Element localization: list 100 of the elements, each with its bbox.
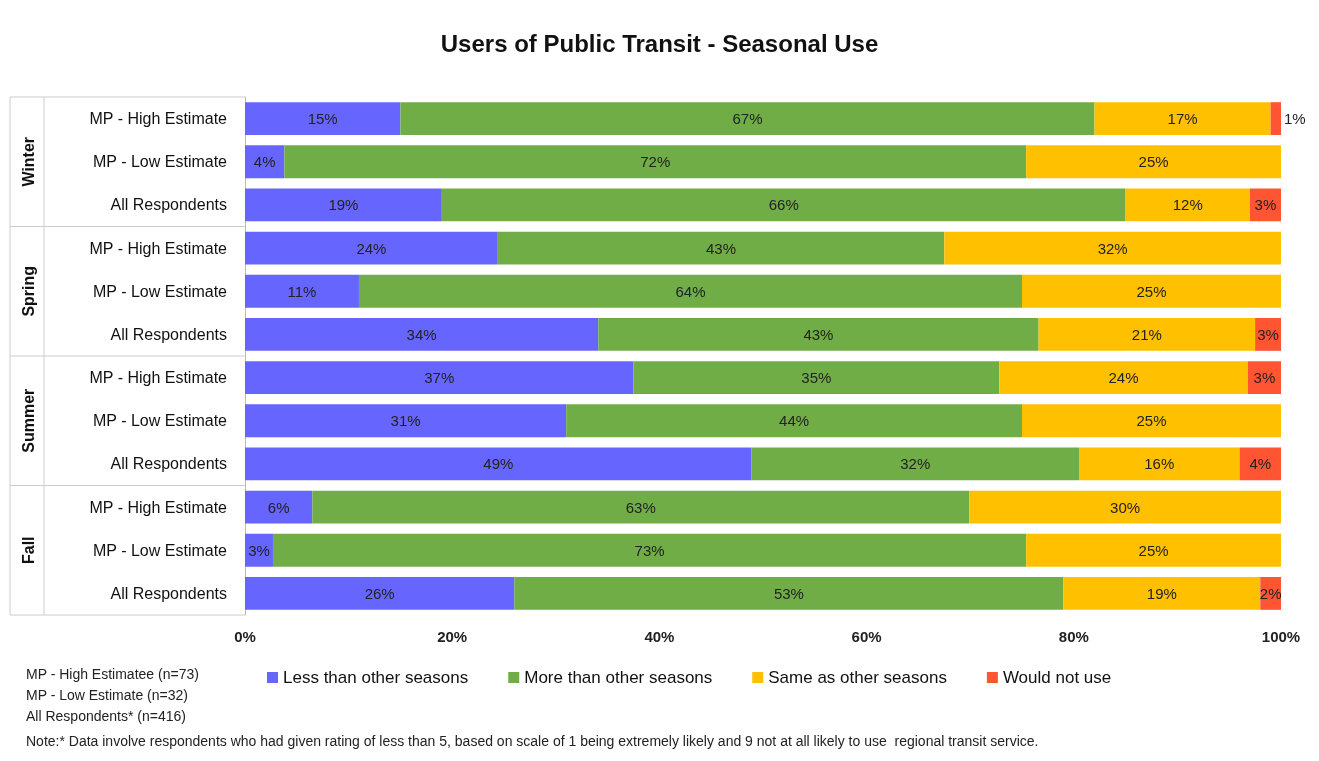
data-label: 25% <box>1136 412 1167 430</box>
y-tick-label: MP - Low Estimate <box>93 282 228 300</box>
data-label: 3% <box>1253 369 1276 387</box>
y-tick-label: MP - Low Estimate <box>93 541 228 559</box>
data-label: 15% <box>307 110 338 128</box>
data-label: 53% <box>773 584 804 602</box>
data-label: 4% <box>1249 455 1272 473</box>
data-label: 19% <box>328 196 359 214</box>
y-tick-label: All Respondents <box>110 196 227 214</box>
bar <box>514 577 1064 610</box>
bar <box>245 231 498 265</box>
bar <box>1026 145 1281 179</box>
bar <box>400 102 1095 135</box>
y-tick-label: MP - High Estimate <box>89 498 228 516</box>
data-label: 31% <box>390 412 421 430</box>
data-label: 73% <box>634 541 665 559</box>
bar <box>566 404 1022 438</box>
data-label: 1% <box>1284 110 1306 128</box>
bar <box>1022 274 1281 308</box>
data-label: 25% <box>1138 153 1169 171</box>
bar <box>1078 447 1240 481</box>
bar <box>633 361 1000 394</box>
data-label: 49% <box>483 455 514 473</box>
bar <box>245 274 359 308</box>
text: Spring <box>19 265 37 317</box>
y-tick-label: MP - High Estimate <box>89 110 228 128</box>
data-label: 35% <box>801 369 832 387</box>
data-label: 32% <box>1097 239 1128 257</box>
bar <box>1063 577 1261 610</box>
text: Fall <box>19 536 37 565</box>
bar <box>751 447 1079 481</box>
data-label: 67% <box>732 110 763 128</box>
bar <box>598 318 1039 351</box>
y-tick-label: All Respondents <box>110 325 227 343</box>
y-tick-label: MP - High Estimate <box>89 369 228 387</box>
data-label: 2% <box>1259 584 1282 602</box>
data-label: 72% <box>640 153 671 171</box>
text: All Respondents* (n=416) <box>26 708 186 724</box>
data-label: 43% <box>803 325 834 343</box>
bar <box>969 490 1281 524</box>
data-label: 66% <box>768 196 799 214</box>
data-label: 63% <box>625 498 656 516</box>
legend-label: More than other seasons <box>524 668 713 687</box>
text: Winter <box>19 136 37 187</box>
bar <box>245 318 599 351</box>
bar <box>245 188 442 222</box>
data-label: 12% <box>1172 196 1203 214</box>
bar <box>284 145 1027 179</box>
bar <box>312 490 970 524</box>
data-label: 11% <box>287 282 317 300</box>
bar <box>944 231 1281 265</box>
bar <box>1022 404 1281 438</box>
data-label: 17% <box>1167 110 1198 128</box>
data-label: 43% <box>706 239 737 257</box>
data-label: 16% <box>1144 455 1175 473</box>
data-label: 19% <box>1146 584 1177 602</box>
data-label: 25% <box>1136 282 1167 300</box>
data-label: 21% <box>1131 325 1162 343</box>
bar <box>1026 533 1281 567</box>
text: Summer <box>19 388 37 453</box>
data-label: 32% <box>900 455 931 473</box>
data-label: 34% <box>406 325 437 343</box>
bar <box>245 577 515 610</box>
data-label: 3% <box>1254 196 1277 214</box>
legend-label: Would not use <box>1002 668 1112 687</box>
x-tick-label: 80% <box>1058 628 1089 645</box>
bar <box>1038 318 1256 351</box>
y-tick-label: All Respondents <box>110 584 227 602</box>
x-tick-label: 0% <box>234 628 256 645</box>
bar <box>1094 102 1271 135</box>
data-label: 64% <box>675 282 706 300</box>
bar <box>245 490 313 524</box>
bar <box>245 447 752 481</box>
legend-label: Same as other seasons <box>768 668 947 687</box>
chart-title: Users of Public Transit - Seasonal Use <box>440 29 879 57</box>
data-label: 24% <box>356 239 387 257</box>
x-tick-label: 100% <box>1261 628 1301 645</box>
text: MP - High Estimatee (n=73) <box>26 666 199 682</box>
data-label: 3% <box>1257 325 1279 343</box>
data-label: 6% <box>267 498 290 516</box>
bar <box>497 231 945 265</box>
bar <box>441 188 1126 222</box>
bar <box>1125 188 1250 222</box>
bar <box>999 361 1248 394</box>
data-label: 24% <box>1108 369 1139 387</box>
x-tick-label: 60% <box>851 628 882 645</box>
text: MP - Low Estimate (n=32) <box>26 687 188 703</box>
legend-label: Less than other seasons <box>283 668 469 687</box>
data-label: 44% <box>779 412 810 430</box>
data-label: 3% <box>248 541 270 559</box>
text: Note:* Data involve respondents who had given rating of less than 5, based on scale of 1 being extremely likely and 9 not at all likely to use regional transit service. <box>26 733 1039 749</box>
x-tick-label: 20% <box>437 628 468 645</box>
y-tick-label: MP - Low Estimate <box>93 153 228 171</box>
data-label: 4% <box>253 153 276 171</box>
x-tick-label: 40% <box>644 628 675 645</box>
bar <box>358 274 1022 308</box>
y-tick-label: All Respondents <box>110 455 227 473</box>
data-label: 30% <box>1110 498 1141 516</box>
y-tick-label: MP - High Estimate <box>89 239 228 257</box>
bar <box>272 533 1027 567</box>
